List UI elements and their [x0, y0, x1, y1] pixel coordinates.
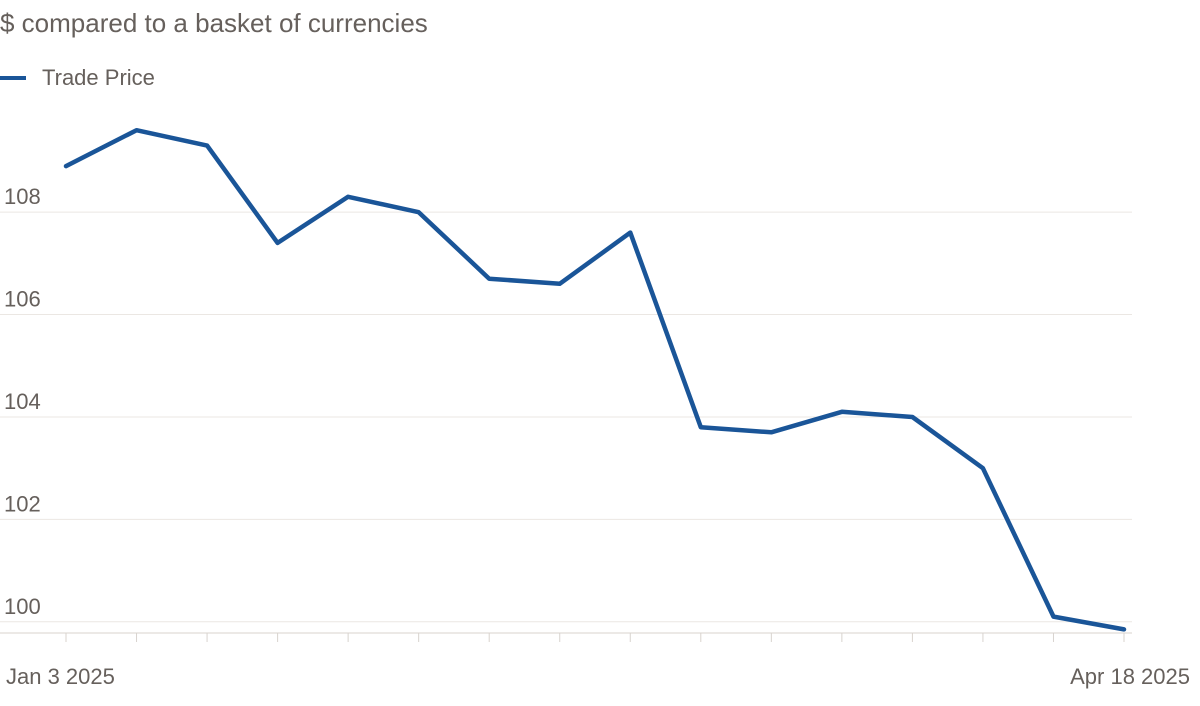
y-tick-label-108: 108: [4, 184, 41, 209]
x-tick-label-0: Jan 3 2025: [6, 664, 115, 689]
legend: Trade Price: [0, 64, 155, 92]
legend-swatch-trade-price: [0, 76, 26, 80]
y-tick-label-104: 104: [4, 389, 41, 414]
legend-label-trade-price: Trade Price: [42, 65, 155, 90]
series-line-trade-price: [63, 127, 1127, 632]
y-tick-label-100: 100: [4, 594, 41, 619]
y-tick-label-106: 106: [4, 287, 41, 312]
chart-subtitle: $ compared to a basket of currencies: [0, 8, 428, 38]
y-tick-label-102: 102: [4, 491, 41, 516]
x-tick-label-1: Apr 18 2025: [1070, 664, 1190, 689]
